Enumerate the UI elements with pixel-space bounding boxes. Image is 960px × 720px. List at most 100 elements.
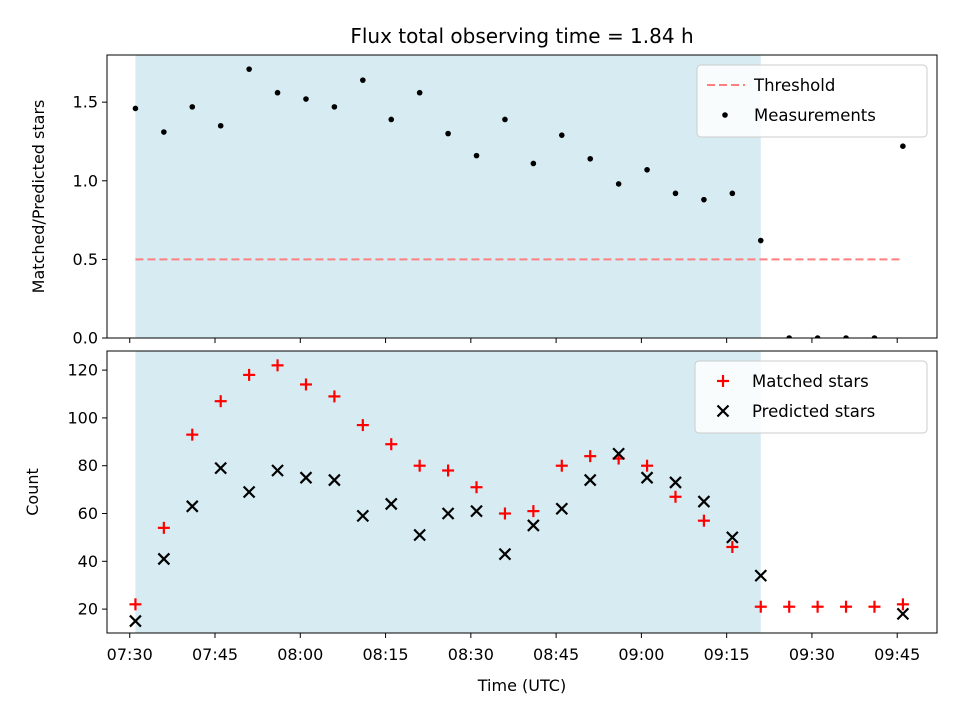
data-point bbox=[129, 614, 142, 628]
chart-title: Flux total observing time = 1.84 h bbox=[350, 24, 693, 48]
data-point bbox=[331, 104, 338, 110]
legend-label: Matched stars bbox=[752, 372, 869, 391]
legend-label: Threshold bbox=[753, 76, 835, 95]
y-tick-label: 120 bbox=[67, 361, 98, 380]
data-point bbox=[271, 359, 284, 372]
data-point bbox=[328, 473, 341, 487]
data-point bbox=[442, 464, 455, 477]
bottom-axes-frame bbox=[106, 350, 938, 634]
legend-swatch bbox=[716, 404, 730, 418]
legend-swatch bbox=[722, 112, 728, 118]
data-point bbox=[527, 519, 540, 532]
y-tick-label: 100 bbox=[67, 408, 98, 427]
data-point bbox=[470, 504, 483, 518]
data-point bbox=[530, 160, 537, 167]
bottom-plot-area bbox=[129, 351, 910, 633]
data-point bbox=[246, 66, 252, 72]
data-point bbox=[356, 419, 369, 432]
data-point bbox=[612, 447, 625, 461]
top-axes-frame bbox=[106, 54, 938, 339]
data-point bbox=[413, 528, 426, 542]
panel-star-counts: 20 40 60 80 100 120 Count 07:30 07:45 08:00 08:15 0… bbox=[23, 350, 938, 695]
data-point bbox=[555, 459, 568, 472]
data-point bbox=[384, 497, 398, 511]
data-point bbox=[697, 514, 710, 527]
x-tick-label: 08:45 bbox=[533, 645, 579, 664]
x-tick-label: 09:30 bbox=[789, 645, 835, 664]
data-point bbox=[644, 166, 650, 173]
data-point bbox=[786, 335, 792, 338]
data-point bbox=[189, 104, 196, 110]
x-tick-label: 08:00 bbox=[277, 645, 323, 664]
y-axis-label: Matched/Predicted stars bbox=[29, 100, 48, 294]
data-point bbox=[214, 395, 227, 408]
data-point bbox=[328, 390, 341, 403]
y-tick-label: 40 bbox=[78, 552, 98, 571]
data-point bbox=[811, 600, 824, 613]
data-point bbox=[470, 481, 483, 494]
data-point bbox=[726, 531, 739, 544]
data-point bbox=[584, 450, 597, 463]
data-point bbox=[669, 490, 682, 503]
data-point bbox=[388, 116, 395, 123]
data-point bbox=[672, 190, 679, 197]
data-point bbox=[413, 459, 426, 472]
data-point bbox=[701, 196, 707, 203]
data-point bbox=[697, 495, 711, 508]
data-point bbox=[641, 459, 654, 472]
data-point bbox=[783, 600, 796, 613]
data-point bbox=[303, 96, 309, 102]
data-point bbox=[900, 143, 906, 149]
data-point bbox=[726, 540, 739, 553]
observing-span bbox=[135, 55, 761, 338]
data-point bbox=[161, 129, 167, 135]
data-point bbox=[754, 600, 767, 613]
y-tick-label: 0.5 bbox=[73, 250, 98, 269]
data-point bbox=[445, 130, 451, 137]
data-point bbox=[498, 507, 511, 520]
y-tick-label: 1.5 bbox=[73, 93, 98, 112]
y-tick-label: 0.0 bbox=[73, 329, 98, 348]
x-tick-label: 09:00 bbox=[618, 645, 664, 664]
data-point bbox=[157, 552, 171, 566]
data-point bbox=[583, 473, 597, 487]
legend: Threshold Measurements bbox=[696, 64, 928, 138]
legend-swatch bbox=[717, 375, 729, 387]
data-point bbox=[242, 485, 256, 499]
data-point bbox=[498, 547, 512, 561]
x-tick-label: 08:30 bbox=[448, 645, 494, 664]
data-point bbox=[186, 428, 199, 441]
data-point bbox=[274, 89, 281, 96]
data-point bbox=[555, 502, 569, 516]
data-point bbox=[754, 569, 768, 582]
data-point bbox=[217, 122, 224, 129]
data-point bbox=[360, 77, 366, 83]
data-point bbox=[441, 507, 455, 520]
data-point bbox=[896, 607, 910, 621]
y-tick-label: 1.0 bbox=[73, 171, 98, 190]
x-tick-label: 08:15 bbox=[363, 645, 409, 664]
data-point bbox=[157, 521, 170, 534]
legend-entry: Predicted stars bbox=[716, 402, 875, 421]
data-point bbox=[669, 476, 682, 489]
data-point bbox=[214, 461, 227, 475]
data-point bbox=[615, 181, 622, 187]
y-axis-label: Count bbox=[23, 468, 42, 516]
data-point bbox=[640, 471, 654, 484]
data-point bbox=[558, 132, 565, 138]
data-point bbox=[729, 190, 736, 197]
data-point bbox=[840, 600, 853, 613]
data-point bbox=[271, 464, 284, 477]
data-point bbox=[132, 105, 139, 112]
data-point bbox=[129, 598, 142, 611]
top-plot-area bbox=[132, 55, 906, 338]
data-point bbox=[527, 505, 540, 518]
x-axis-label: Time (UTC) bbox=[477, 676, 566, 695]
panel-flux-ratio: 0.0 0.5 1.0 1.5 Matched/Predicted stars Thres… bbox=[29, 54, 938, 348]
data-point bbox=[814, 335, 821, 338]
legend-label: Measurements bbox=[754, 106, 876, 125]
data-point bbox=[843, 335, 849, 338]
legend-label: Predicted stars bbox=[752, 402, 875, 421]
data-point bbox=[416, 89, 423, 96]
